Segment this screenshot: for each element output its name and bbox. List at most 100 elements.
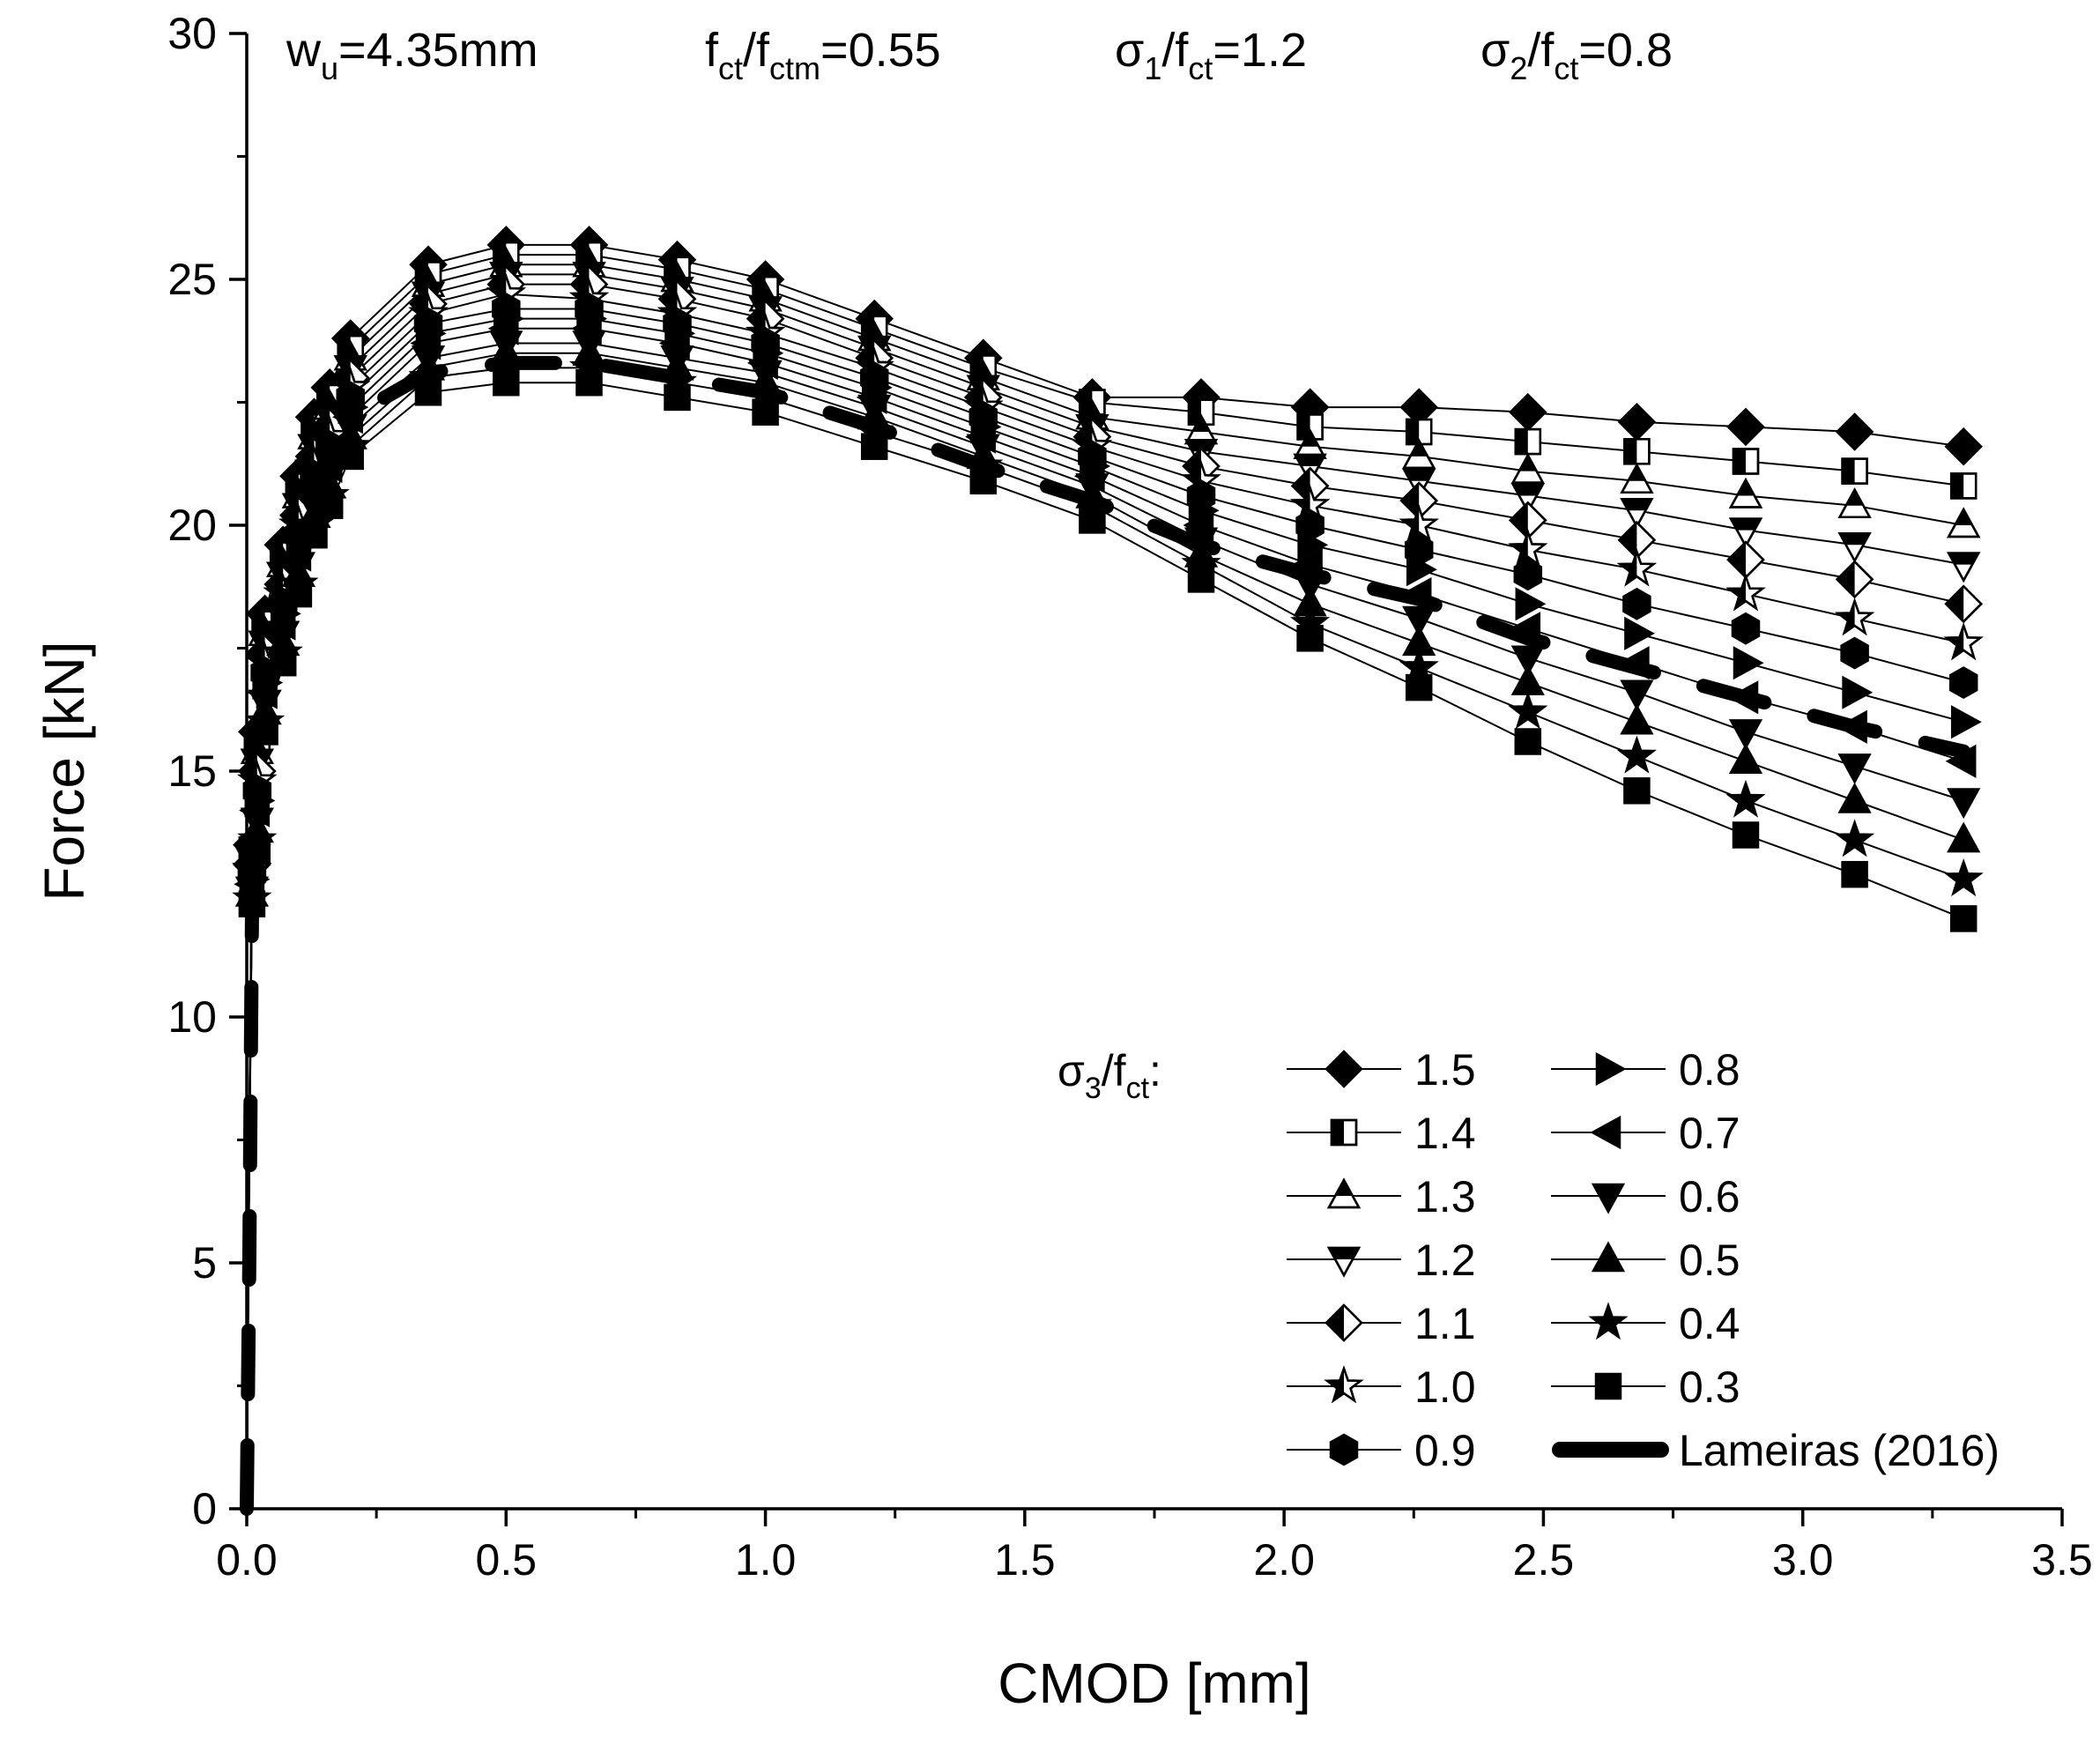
data-point-0.6-20 bbox=[1402, 605, 1436, 637]
legend-label: 0.9 bbox=[1414, 1426, 1476, 1475]
legend-marker-1.0 bbox=[1324, 1365, 1364, 1404]
x-tick-label: 2.5 bbox=[1513, 1535, 1575, 1585]
data-point-1.0-20 bbox=[1399, 504, 1439, 543]
data-point-0.8-23 bbox=[1733, 646, 1764, 680]
legend-label: 0.3 bbox=[1679, 1362, 1740, 1412]
legend-item-1.2: 1.2 bbox=[1287, 1236, 1476, 1285]
x-tick-label: 3.0 bbox=[1772, 1535, 1834, 1585]
data-point-0.3-7 bbox=[301, 521, 328, 549]
data-point-1.3-24 bbox=[1837, 487, 1872, 518]
data-point-1.2-24 bbox=[1837, 532, 1872, 563]
data-point-0.5-25 bbox=[1947, 821, 1981, 853]
data-point-1.4-21 bbox=[1514, 427, 1542, 456]
legend-label: 0.7 bbox=[1679, 1109, 1740, 1158]
data-point-0.4-21 bbox=[1508, 691, 1548, 730]
data-point-1.5-23 bbox=[1726, 407, 1765, 447]
legend-label: 1.5 bbox=[1414, 1045, 1476, 1095]
data-point-0.6-25 bbox=[1947, 788, 1981, 820]
data-point-0.3-6 bbox=[285, 580, 313, 608]
y-tick-label: 15 bbox=[167, 746, 217, 796]
data-point-1.1-23 bbox=[1726, 540, 1765, 579]
data-point-0.8-22 bbox=[1624, 616, 1655, 650]
legend-label: 1.0 bbox=[1414, 1362, 1476, 1412]
annotation-s2: σ2/fct=0.8 bbox=[1480, 24, 1673, 86]
x-tick-label: 1.5 bbox=[994, 1535, 1056, 1585]
data-point-0.4-25 bbox=[1943, 857, 1984, 897]
y-tick-label: 10 bbox=[167, 992, 217, 1042]
data-point-1.4-22 bbox=[1623, 438, 1651, 465]
data-point-0.6-21 bbox=[1510, 645, 1545, 677]
data-point-0.3-18 bbox=[1187, 566, 1215, 593]
x-tick-label: 0.5 bbox=[476, 1535, 538, 1585]
legend-marker-0.9 bbox=[1329, 1433, 1359, 1466]
x-axis-label: CMOD [mm] bbox=[998, 1652, 1311, 1715]
legend: σ3/fct: 1.5 1.4 1.3 1.2 1.1 1.0 0.9 0.8 0.7 0.6 0.5… bbox=[1057, 1045, 2000, 1475]
legend-marker-1.2 bbox=[1326, 1246, 1362, 1278]
data-point-1.2-22 bbox=[1620, 498, 1654, 529]
data-point-0.3-13 bbox=[664, 383, 691, 412]
legend-item-0.4: 0.4 bbox=[1551, 1299, 1740, 1348]
legend-label: 0.8 bbox=[1679, 1045, 1740, 1095]
data-point-0.3-25 bbox=[1949, 905, 1978, 932]
legend-item-Lameiras (2016): Lameiras (2016) bbox=[1552, 1426, 2000, 1475]
data-point-0.7-23 bbox=[1727, 680, 1759, 715]
legend-marker-0.6 bbox=[1591, 1183, 1626, 1214]
data-point-0.6-22 bbox=[1620, 679, 1654, 711]
data-point-0.3-21 bbox=[1514, 728, 1542, 755]
legend-marker-1.3 bbox=[1326, 1177, 1362, 1209]
x-tick-label: 0.0 bbox=[216, 1535, 278, 1585]
data-point-0.3-16 bbox=[969, 467, 998, 495]
data-point-1.3-25 bbox=[1947, 507, 1981, 538]
data-point-0.3-8 bbox=[315, 492, 344, 519]
data-point-0.7-21 bbox=[1510, 612, 1541, 646]
data-point-1.5-25 bbox=[1944, 427, 1983, 466]
annotations: wu=4.35mm fct/fctm=0.55 σ1/fct=1.2 σ2/fct=0… bbox=[286, 24, 1673, 86]
axes-layer: 0.0 0.5 1.0 1.5 2.0 2.5 3.0 3.5 0 5 10 15 20 25 30 CMOD… bbox=[33, 9, 2093, 1715]
data-point-0.3-20 bbox=[1405, 673, 1433, 701]
data-point-1.3-23 bbox=[1728, 477, 1763, 508]
data-point-1.5-22 bbox=[1617, 403, 1657, 442]
data-point-0.3-3 bbox=[243, 836, 271, 864]
legend-marker-0.3 bbox=[1594, 1372, 1622, 1400]
data-point-0.7-25 bbox=[1945, 744, 1977, 778]
data-point-0.3-24 bbox=[1841, 860, 1868, 888]
legend-item-0.6: 0.6 bbox=[1551, 1172, 1740, 1221]
data-point-1.0-21 bbox=[1508, 529, 1548, 568]
data-point-0.8-19 bbox=[1297, 528, 1329, 562]
data-point-1.4-24 bbox=[1841, 457, 1868, 485]
annotation-fct: fct/fctm=0.55 bbox=[705, 24, 941, 86]
legend-item-0.3: 0.3 bbox=[1551, 1362, 1740, 1412]
data-point-0.7-20 bbox=[1400, 576, 1432, 612]
data-point-0.3-10 bbox=[414, 379, 442, 406]
data-point-0.3-22 bbox=[1623, 777, 1651, 805]
data-point-0.7-24 bbox=[1837, 709, 1867, 744]
legend-label: 0.6 bbox=[1679, 1172, 1740, 1221]
data-point-1.4-9 bbox=[337, 334, 364, 362]
legend-title: σ3/fct: bbox=[1057, 1046, 1161, 1105]
x-tick-label: 2.0 bbox=[1253, 1535, 1315, 1585]
legend-marker-1.5 bbox=[1325, 1050, 1363, 1088]
data-point-0.3-11 bbox=[493, 368, 520, 397]
legend-label: Lameiras (2016) bbox=[1679, 1426, 2000, 1475]
legend-label: 1.4 bbox=[1414, 1109, 1476, 1158]
legend-item-1.1: 1.1 bbox=[1287, 1299, 1476, 1348]
data-point-0.9-22 bbox=[1622, 587, 1651, 620]
data-point-0.8-25 bbox=[1950, 705, 1982, 739]
data-point-1.2-21 bbox=[1510, 483, 1545, 515]
data-point-1.3-22 bbox=[1620, 463, 1654, 494]
data-point-0.3-12 bbox=[575, 368, 603, 397]
data-point-1.0-23 bbox=[1725, 573, 1766, 612]
data-point-0.3-2 bbox=[238, 890, 266, 917]
data-point-0.3-17 bbox=[1079, 507, 1106, 534]
data-point-1.3-20 bbox=[1402, 438, 1436, 470]
data-point-1.0-25 bbox=[1943, 622, 1984, 661]
legend-item-1.4: 1.4 bbox=[1287, 1109, 1476, 1158]
legend-label: 0.5 bbox=[1679, 1236, 1740, 1285]
data-point-0.3-14 bbox=[752, 398, 779, 426]
y-tick-label: 5 bbox=[192, 1238, 217, 1288]
data-point-0.6-24 bbox=[1837, 753, 1872, 784]
y-tick-label: 0 bbox=[192, 1484, 217, 1533]
legend-item-1.5: 1.5 bbox=[1287, 1045, 1476, 1095]
legend-item-1.0: 1.0 bbox=[1287, 1362, 1476, 1412]
